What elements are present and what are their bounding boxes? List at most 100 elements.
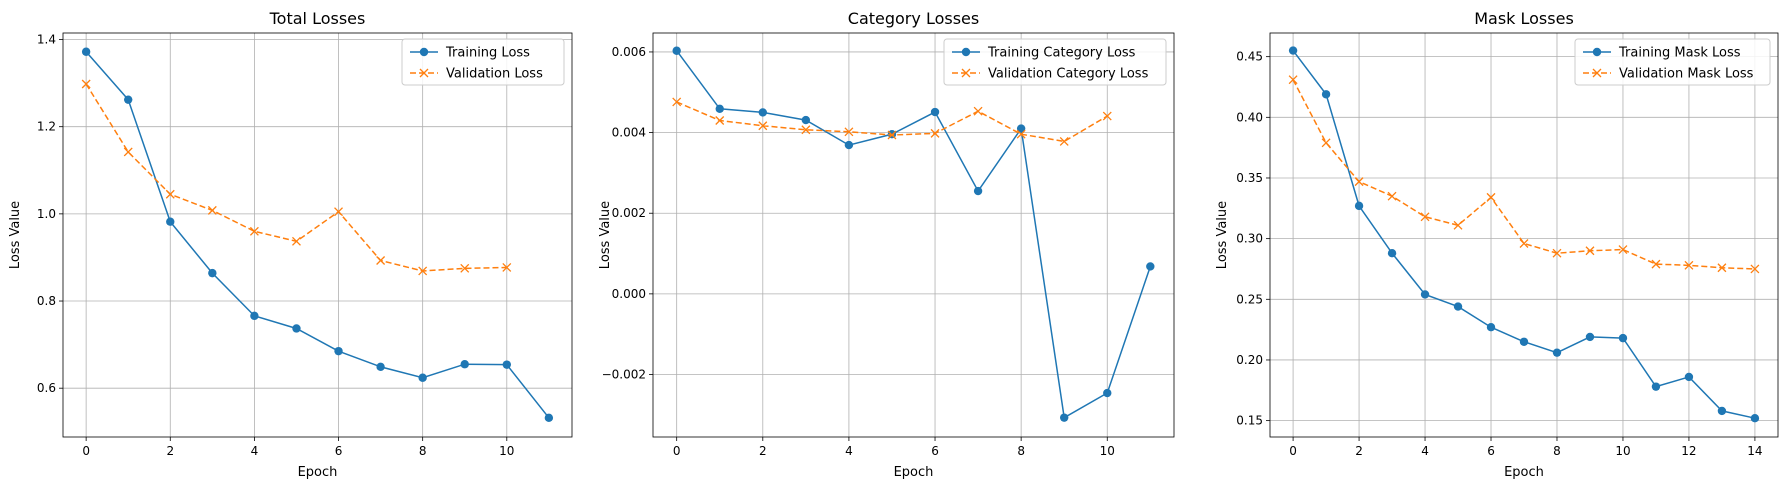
data-point: [1519, 337, 1529, 346]
legend-marker: [1592, 68, 1602, 78]
x-tick-label: 0: [673, 444, 681, 458]
x-tick-label: 2: [166, 444, 174, 458]
data-point: [672, 97, 682, 107]
x-tick-label: 12: [1681, 444, 1696, 458]
data-point: [460, 263, 470, 273]
data-point: [292, 236, 301, 246]
x-axis-label: Epoch: [298, 465, 338, 480]
data-point: [1486, 192, 1496, 202]
data-point: [376, 256, 386, 265]
data-point: [801, 115, 811, 125]
y-tick-label: 0.002: [612, 206, 646, 220]
data-point: [502, 360, 511, 369]
data-point: [844, 140, 854, 150]
x-tick-label: 2: [1355, 444, 1363, 458]
series-2: [81, 79, 512, 276]
data-point: [292, 324, 301, 333]
data-point: [165, 189, 175, 199]
legend-box: [943, 38, 1167, 86]
data-point: [758, 121, 768, 131]
data-point: [1102, 111, 1112, 121]
data-point: [1651, 382, 1661, 391]
y-axis-label: Loss Value: [1215, 201, 1230, 269]
chart-panel-2: 0 2 4 6 8 10 −0.002 0.000 0.002 0.004 0.006 Categor…: [598, 9, 1175, 480]
series-line: [676, 50, 1152, 419]
data-point: [1519, 239, 1529, 248]
legend: Training Mask Loss Validation Mask Loss: [1574, 38, 1771, 86]
x-axis-label: Epoch: [894, 465, 934, 480]
legend-marker: [1592, 47, 1602, 57]
legend-marker: [419, 68, 429, 78]
data-point: [250, 311, 259, 321]
data-point: [1651, 259, 1661, 269]
data-point: [208, 268, 217, 278]
data-point: [1060, 413, 1069, 422]
data-point: [544, 413, 554, 423]
x-tick-label: 0: [1289, 444, 1297, 458]
data-point: [715, 104, 724, 114]
series-2: [672, 97, 1112, 146]
chart-panel-1: 0 2 4 6 8 10 0.6 0.8 1.0 1.2 1.4 Total Losses Epoch L…: [8, 9, 573, 480]
data-point: [1552, 248, 1562, 258]
x-tick-label: 8: [1017, 444, 1025, 458]
y-tick-label: 0.25: [1236, 292, 1263, 306]
data-point: [1354, 177, 1364, 187]
series-1: [672, 46, 1155, 422]
y-tick-label: 0.8: [37, 294, 56, 308]
data-point: [1618, 333, 1628, 343]
data-point: [123, 147, 133, 157]
chart-title: Total Losses: [269, 9, 366, 28]
y-tick-label: 0.30: [1236, 232, 1263, 246]
axes-frame: [62, 32, 573, 438]
y-tick-label: 0.000: [612, 287, 646, 301]
data-point: [1146, 262, 1155, 271]
axes-frame: [1269, 32, 1779, 438]
legend-box: [401, 38, 565, 86]
legend-label: Training Loss: [445, 46, 530, 61]
y-axis-label: Loss Value: [8, 201, 23, 269]
y-tick-label: 0.45: [1236, 50, 1263, 64]
data-point: [1453, 220, 1463, 230]
legend-marker: [961, 47, 971, 57]
data-point: [1585, 246, 1595, 256]
x-tick-label: 6: [1487, 444, 1495, 458]
y-tick-label: 1.4: [37, 33, 56, 47]
data-point: [887, 130, 897, 140]
data-point: [249, 226, 259, 236]
x-tick-label: 0: [82, 444, 90, 458]
series-line: [1292, 50, 1756, 419]
data-point: [81, 47, 91, 56]
y-tick-label: 0.20: [1236, 353, 1263, 367]
y-tick-label: 0.6: [37, 381, 56, 395]
data-point: [1552, 348, 1562, 357]
data-point: [418, 266, 428, 276]
series-line: [1292, 79, 1755, 270]
data-point: [844, 127, 854, 137]
chart-title: Category Losses: [848, 9, 979, 28]
series-2: [1288, 75, 1760, 274]
y-tick-label: 0.35: [1236, 171, 1263, 185]
data-point: [334, 207, 343, 217]
data-point: [1750, 264, 1760, 274]
legend-label: Training Mask Loss: [1618, 46, 1741, 61]
data-point: [801, 125, 811, 135]
x-tick-label: 4: [845, 444, 853, 458]
legend: Training Loss Validation Loss: [401, 38, 565, 86]
data-point: [207, 205, 217, 215]
x-tick-label: 8: [419, 444, 427, 458]
data-point: [166, 217, 175, 226]
x-tick-label: 10: [1615, 444, 1630, 458]
legend-marker: [419, 47, 429, 57]
x-tick-label: 8: [1553, 444, 1561, 458]
legend-marker: [961, 68, 971, 78]
data-point: [715, 116, 725, 125]
x-tick-label: 2: [759, 444, 767, 458]
data-point: [376, 362, 385, 372]
series-line: [85, 83, 507, 272]
data-point: [1453, 302, 1463, 311]
data-point: [930, 128, 940, 138]
y-tick-label: 0.004: [612, 126, 646, 140]
series-line: [85, 51, 550, 419]
data-point: [1354, 201, 1364, 211]
